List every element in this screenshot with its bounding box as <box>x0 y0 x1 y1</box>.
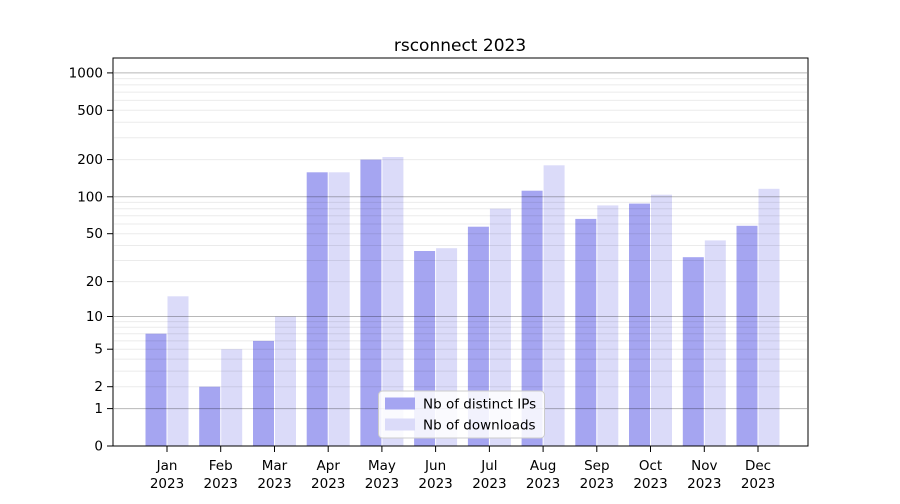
y-tick-label: 500 <box>77 103 103 119</box>
x-tick-label-year: 2023 <box>150 476 184 492</box>
legend-label-downloads: Nb of downloads <box>423 418 536 434</box>
bar-downloads-sep <box>597 205 619 446</box>
x-tick-label-year: 2023 <box>526 476 560 492</box>
x-tick-label-month: Jul <box>480 458 497 474</box>
bar-ips-aug <box>521 190 543 446</box>
x-tick-label-year: 2023 <box>633 476 667 492</box>
legend-swatch-downloads <box>385 418 415 431</box>
x-tick-label-year: 2023 <box>741 476 775 492</box>
chart-title: rsconnect 2023 <box>394 36 526 56</box>
x-tick-label-month: Nov <box>691 458 717 474</box>
bar-downloads-apr <box>328 172 350 447</box>
bar-downloads-oct <box>651 194 672 446</box>
bar-ips-nov <box>682 257 704 446</box>
x-tick-label-month: Apr <box>317 458 341 474</box>
x-tick-label-month: Sep <box>584 458 609 474</box>
x-tick-label-month: Mar <box>262 458 288 474</box>
x-tick-label-month: Feb <box>209 458 233 474</box>
x-tick-label-month: Jan <box>156 458 178 474</box>
y-tick-label: 100 <box>77 189 103 205</box>
bar-ips-mar <box>253 340 274 446</box>
x-tick-label-month: Jun <box>424 458 446 474</box>
legend: Nb of distinct IPs Nb of downloads <box>378 390 545 439</box>
x-tick-label-year: 2023 <box>365 476 399 492</box>
x-tick-label-year: 2023 <box>204 476 238 492</box>
plot-border <box>112 57 809 447</box>
bar-ips-oct <box>629 203 650 446</box>
y-tick-label: 2 <box>94 379 103 395</box>
y-tick-label: 0 <box>94 439 103 455</box>
x-tick-label-year: 2023 <box>257 476 291 492</box>
y-tick-label: 1 <box>94 401 103 417</box>
x-tick-label-year: 2023 <box>472 476 506 492</box>
bar-downloads-dec <box>758 188 780 447</box>
bar-downloads-jul <box>489 208 511 446</box>
y-tick-label: 200 <box>77 152 103 168</box>
axes-group: 0 1 2 5 10 20 50 100 200 500 1000 Jan 2023 Feb 2023 Mar… <box>69 57 809 492</box>
bar-downloads-may <box>382 157 404 446</box>
legend-label-ips: Nb of distinct IPs <box>423 397 536 413</box>
bar-ips-sep <box>575 218 597 446</box>
x-tick-label-month: Dec <box>745 458 771 474</box>
bar-downloads-aug <box>543 165 565 447</box>
bar-ips-jan <box>145 333 167 446</box>
y-tick-label: 10 <box>86 309 103 325</box>
bar-downloads-jan <box>167 296 189 446</box>
x-tick-label-month: Aug <box>530 458 556 474</box>
bar-downloads-feb <box>221 349 243 446</box>
bar-downloads-mar <box>275 316 296 446</box>
bar-downloads-nov <box>704 240 726 446</box>
y-tick-label: 50 <box>86 226 103 242</box>
bar-ips-may <box>360 159 382 446</box>
y-tick-label: 1000 <box>69 65 103 81</box>
y-tick-label: 5 <box>94 342 103 358</box>
bar-ips-feb <box>199 386 221 446</box>
x-tick-label-year: 2023 <box>418 476 452 492</box>
legend-box <box>378 390 545 439</box>
y-tick-label: 20 <box>86 274 103 290</box>
x-tick-label-month: Oct <box>639 458 662 474</box>
x-tick-label-month: May <box>368 458 396 474</box>
x-tick-label-year: 2023 <box>580 476 614 492</box>
gridlines-group <box>114 72 807 410</box>
bar-ips-apr <box>306 172 328 447</box>
legend-swatch-ips <box>385 397 415 410</box>
bar-ips-dec <box>736 225 758 446</box>
x-tick-label-year: 2023 <box>687 476 721 492</box>
x-tick-label-year: 2023 <box>311 476 345 492</box>
